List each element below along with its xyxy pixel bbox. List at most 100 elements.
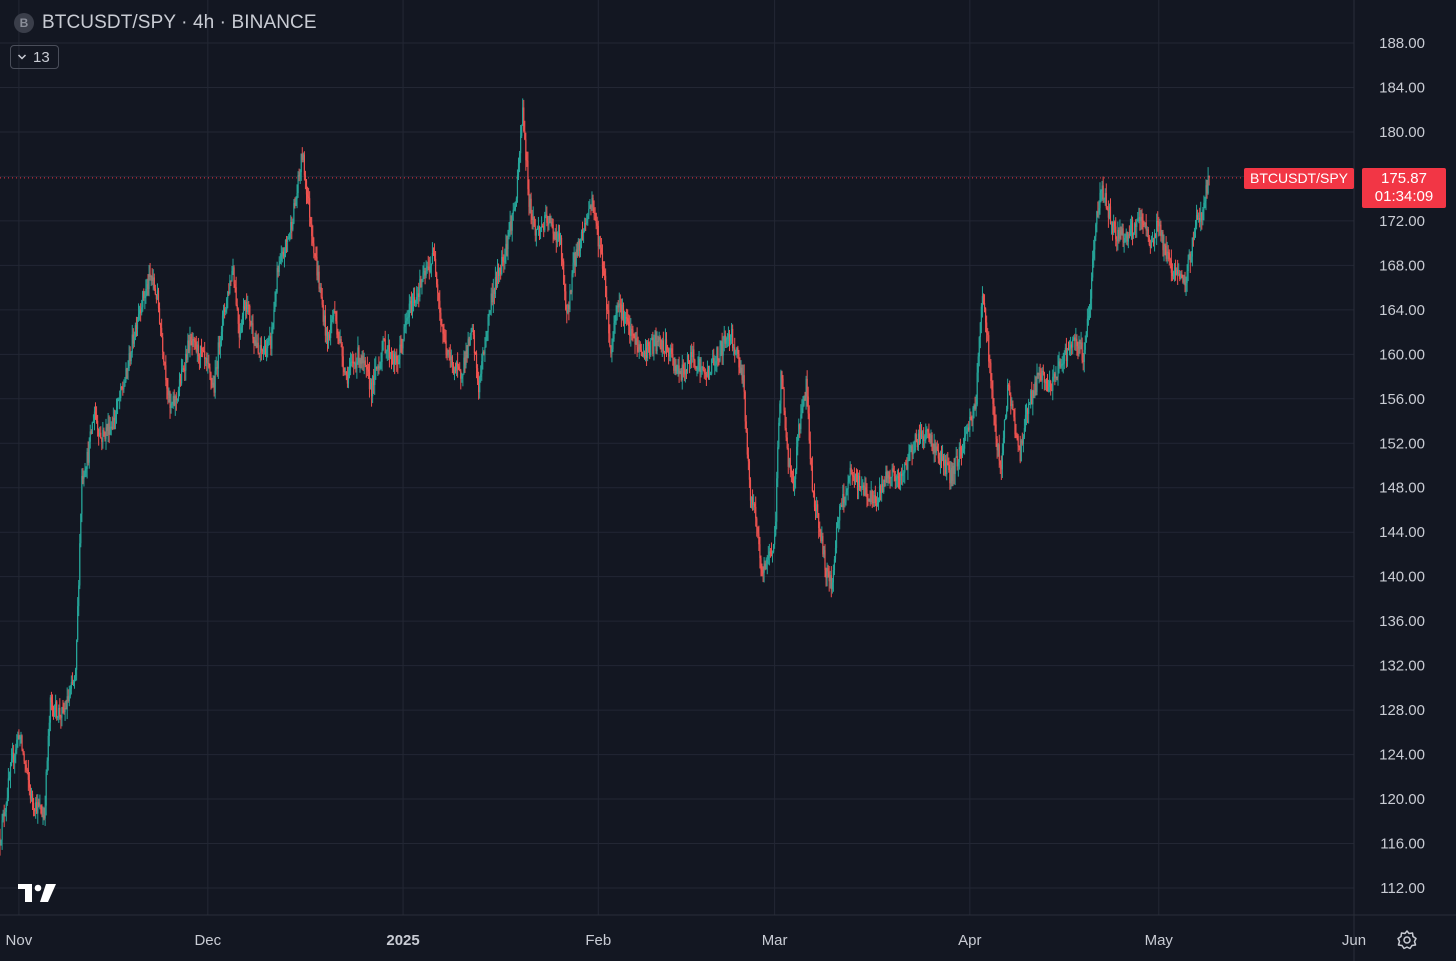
indicators-toggle-button[interactable]: 13: [10, 45, 59, 69]
candle-body: [570, 290, 572, 293]
candle-body: [403, 326, 405, 340]
gear-icon[interactable]: [1396, 929, 1418, 956]
candle-body: [228, 291, 230, 294]
candle-body: [917, 433, 920, 448]
candle-body: [662, 340, 664, 352]
candle-body: [1128, 234, 1130, 236]
candle-body: [315, 256, 317, 258]
candle-body: [310, 217, 312, 224]
candle-body: [1151, 240, 1154, 242]
candle-body: [381, 349, 383, 362]
candle-body: [1078, 341, 1080, 349]
candle-body: [400, 344, 402, 346]
candle-body: [169, 392, 171, 409]
candle-body: [1079, 341, 1081, 344]
candle-body: [180, 369, 183, 384]
candle-body: [830, 575, 832, 590]
candle-body: [635, 338, 637, 345]
candle-body: [293, 203, 295, 224]
candle-body: [1123, 241, 1125, 243]
candle-body: [320, 287, 322, 297]
candle-body: [550, 221, 552, 223]
time-axis[interactable]: Nov Dec 2025 Feb Mar Apr May Jun: [6, 932, 1367, 949]
candle-body: [238, 323, 240, 338]
candle-body: [1169, 259, 1171, 261]
candle-body: [959, 447, 961, 449]
candle-body: [503, 261, 505, 263]
candle-body: [1162, 232, 1164, 251]
candle-body: [428, 267, 430, 273]
candle-body: [545, 214, 547, 216]
candle-body: [4, 811, 6, 817]
candle-body: [328, 334, 331, 339]
candle-body: [323, 315, 325, 322]
candle-body: [686, 355, 689, 371]
candle-body: [413, 297, 416, 304]
candle-body: [364, 360, 366, 366]
candle-body: [270, 336, 272, 349]
candle-body: [384, 339, 386, 354]
candle-body: [1181, 274, 1183, 278]
x-tick-label: Apr: [958, 932, 981, 949]
candle-body: [189, 337, 191, 351]
candle-body: [928, 431, 930, 440]
candle-body: [1168, 252, 1170, 260]
candle-body: [1090, 277, 1093, 299]
y-tick-label: 124.00: [1379, 747, 1425, 764]
candle-body: [995, 424, 997, 439]
candle-body: [1054, 373, 1056, 379]
candle-body: [133, 337, 135, 344]
candle-body: [713, 358, 715, 366]
candle-body: [1080, 342, 1082, 344]
y-tick-label: 148.00: [1379, 480, 1425, 497]
candle-body: [725, 338, 727, 344]
candle-body: [647, 342, 649, 359]
candle-body: [137, 314, 140, 320]
candle-body: [177, 390, 180, 400]
chart-title[interactable]: BTCUSDT/SPY · 4h · BINANCE: [42, 12, 317, 33]
price-axis[interactable]: 188.00 184.00 180.00 172.00 168.00 164.00 160.…: [1379, 35, 1425, 897]
candle-body: [69, 688, 71, 696]
symbol-logo-icon[interactable]: B: [14, 13, 34, 33]
candle-body: [106, 427, 108, 431]
candle-body: [804, 398, 806, 401]
candle-body: [801, 408, 803, 415]
candle-body: [170, 404, 172, 409]
candle-body: [445, 340, 447, 355]
candle-body: [368, 371, 371, 390]
candle-body: [495, 277, 498, 287]
candle-body: [71, 682, 74, 684]
candle-body: [896, 476, 899, 478]
candle-body: [51, 702, 54, 708]
candle-body: [1096, 211, 1098, 225]
candle-body: [187, 340, 189, 360]
candle-body: [45, 771, 47, 806]
candle-body: [754, 503, 756, 507]
candle-body: [174, 396, 176, 406]
bar-countdown: 01:34:09: [1374, 188, 1434, 205]
candle-body: [839, 506, 841, 521]
candle-body: [1025, 409, 1028, 415]
candle-body: [236, 304, 238, 309]
tradingview-logo-icon[interactable]: [18, 882, 58, 909]
candle-body: [52, 707, 55, 717]
candle-body: [882, 484, 884, 493]
candle-body: [163, 352, 165, 362]
candle-body: [827, 568, 829, 572]
candle-body: [162, 337, 164, 353]
candle-body: [1031, 390, 1033, 405]
candle-body: [575, 249, 577, 267]
candle-body: [404, 325, 406, 327]
candle-body: [748, 461, 751, 480]
candle-body: [727, 334, 730, 338]
candle-body: [697, 365, 699, 369]
candle-body: [355, 363, 357, 369]
candle-body: [594, 213, 596, 215]
candle-body: [530, 198, 532, 214]
candle-body: [276, 268, 278, 293]
candle-body: [100, 432, 102, 439]
candle-body: [520, 136, 522, 154]
candle-body: [372, 375, 374, 397]
